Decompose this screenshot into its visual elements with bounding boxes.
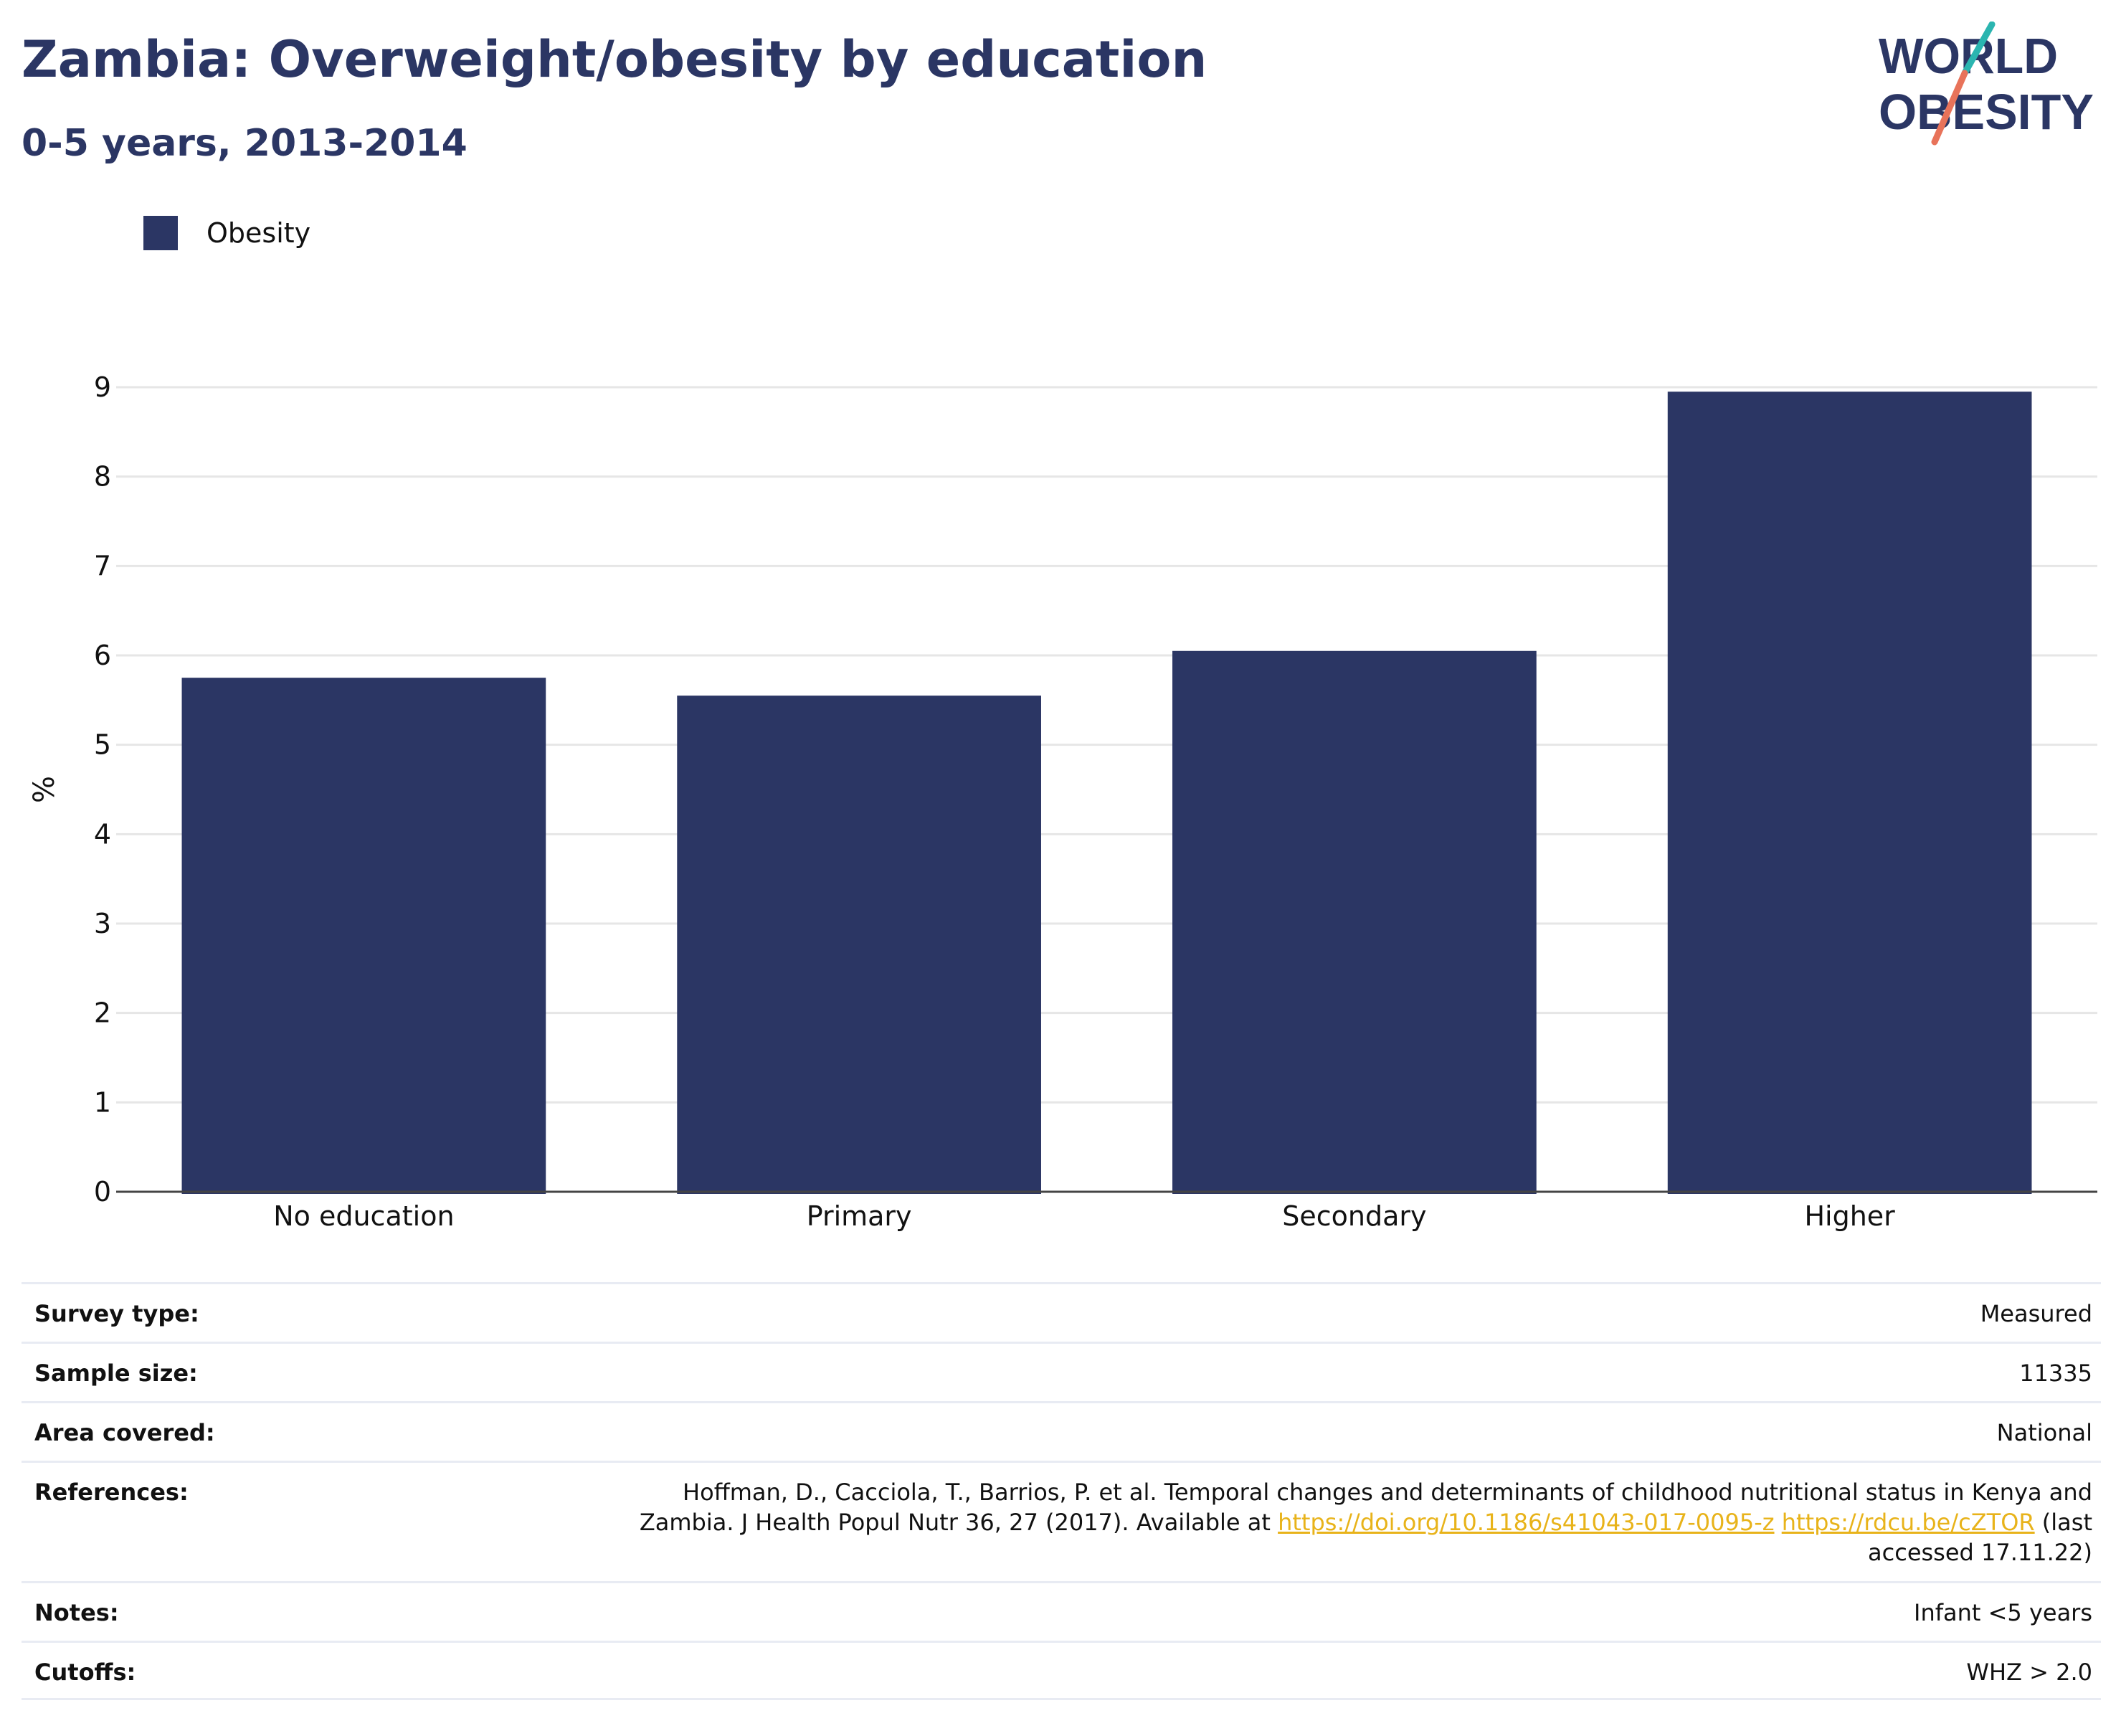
y-tick-label: 9 [94, 371, 111, 403]
area-covered-label: Area covered: [34, 1419, 215, 1446]
references-value: Hoffman, D., Cacciola, T., Barrios, P. e… [601, 1477, 2092, 1567]
y-tick-label: 8 [94, 461, 111, 493]
y-tick-label: 3 [94, 908, 111, 939]
logo-word-world: WORLD [1879, 28, 2058, 84]
references-text: Hoffman, D., Cacciola, T., Barrios, P. e… [639, 1479, 2092, 1536]
y-tick-label: 2 [94, 997, 111, 1029]
logo-slash-bottom [1931, 70, 1968, 146]
world-obesity-logo: WORLD OBESITY [1879, 22, 2094, 146]
cutoffs-label: Cutoffs: [34, 1659, 136, 1686]
bar [1172, 650, 1537, 1194]
survey-type-value: Measured [1980, 1300, 2092, 1327]
logo-word-obesity: OBESITY [1879, 84, 2094, 140]
chart-subtitle: 0-5 years, 2013-2014 [22, 122, 468, 165]
reference-doi-link[interactable]: https://doi.org/10.1186/s41043-017-0095-… [1278, 1509, 1775, 1536]
x-tick-label: Higher [1804, 1200, 1895, 1232]
chart-title: Zambia: Overweight/obesity by education [22, 30, 1207, 89]
notes-value: Infant <5 years [1914, 1599, 2092, 1626]
bar-chart: 0 1 2 3 4 5 6 7 8 9 No education Primary Secondary Hi… [28, 371, 2097, 1232]
sample-size-value: 11335 [2019, 1360, 2092, 1387]
y-axis-title: % [28, 776, 61, 803]
info-row-survey-type: Survey type: Measured [22, 1282, 2101, 1342]
survey-type-label: Survey type: [34, 1300, 199, 1327]
sample-size-label: Sample size: [34, 1360, 198, 1387]
references-accessed-text: (last accessed 17.11.22) [1868, 1509, 2092, 1566]
x-tick-label: Secondary [1282, 1200, 1426, 1232]
y-tick-label: 7 [94, 550, 111, 582]
notes-label: Notes: [34, 1599, 119, 1626]
bar [677, 696, 1041, 1194]
info-row-references: References: Hoffman, D., Cacciola, T., B… [22, 1461, 2101, 1581]
references-label: References: [34, 1479, 189, 1506]
info-row-cutoffs: Cutoffs: WHZ > 2.0 [22, 1641, 2101, 1700]
area-covered-value: National [1996, 1419, 2092, 1446]
reference-short-link[interactable]: https://rdcu.be/cZTOR [1781, 1509, 2035, 1536]
x-tick-label: No education [273, 1200, 454, 1232]
bar [1667, 392, 2032, 1194]
legend: Obesity [143, 212, 310, 255]
y-tick-label: 1 [94, 1086, 111, 1118]
y-tick-label: 6 [94, 640, 111, 671]
y-tick-label: 0 [94, 1176, 111, 1208]
x-tick-label: Primary [807, 1200, 912, 1232]
info-row-area-covered: Area covered: National [22, 1401, 2101, 1461]
y-tick-label: 4 [94, 818, 111, 850]
info-row-sample-size: Sample size: 11335 [22, 1342, 2101, 1401]
y-tick-label: 5 [94, 729, 111, 761]
logo-slash-top [1961, 22, 1996, 77]
cutoffs-value: WHZ > 2.0 [1966, 1659, 2092, 1686]
info-row-notes: Notes: Infant <5 years [22, 1581, 2101, 1641]
legend-label-obesity: Obesity [207, 217, 311, 249]
bar [181, 678, 546, 1194]
legend-swatch-obesity [143, 216, 178, 250]
survey-info-table: Survey type: Measured Sample size: 11335… [22, 1282, 2101, 1700]
